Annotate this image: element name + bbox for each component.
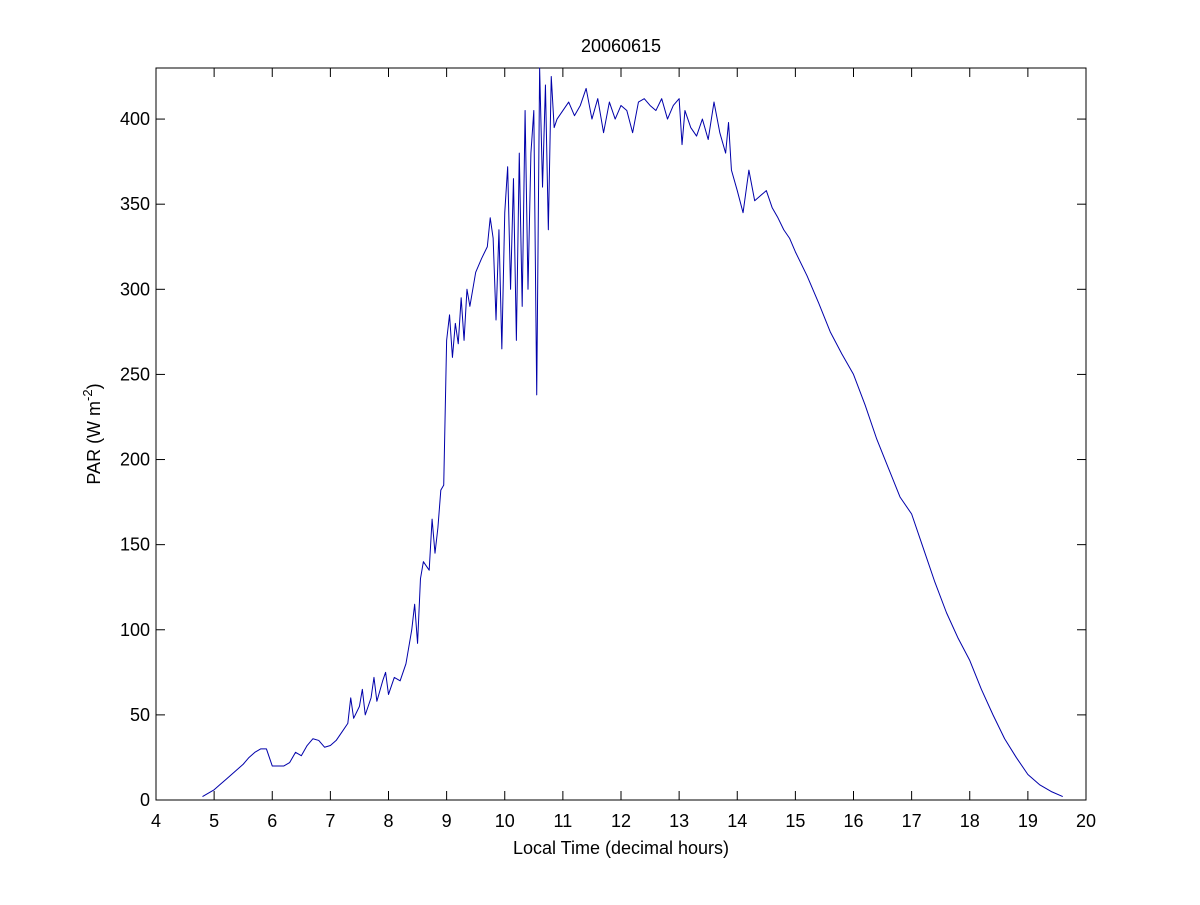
data-line — [202, 67, 1063, 798]
y-axis-label: PAR (W m-2) — [80, 383, 104, 484]
y-tick-label: 50 — [130, 705, 150, 725]
x-tick-label: 18 — [960, 811, 980, 831]
y-tick-label: 200 — [120, 450, 150, 470]
y-tick-label: 0 — [140, 790, 150, 810]
x-tick-label: 15 — [785, 811, 805, 831]
x-tick-label: 12 — [611, 811, 631, 831]
y-tick-label: 250 — [120, 364, 150, 384]
y-label-superscript: -2 — [80, 389, 95, 401]
x-axis-label: Local Time (decimal hours) — [513, 838, 729, 858]
x-tick-label: 13 — [669, 811, 689, 831]
x-tick-label: 6 — [267, 811, 277, 831]
x-tick-label: 4 — [151, 811, 161, 831]
x-tick-label: 8 — [383, 811, 393, 831]
y-tick-label: 100 — [120, 620, 150, 640]
x-tick-label: 16 — [843, 811, 863, 831]
x-tick-label: 17 — [902, 811, 922, 831]
x-tick-label: 10 — [495, 811, 515, 831]
x-tick-label: 20 — [1076, 811, 1096, 831]
x-tick-label: 14 — [727, 811, 747, 831]
x-tick-label: 11 — [554, 811, 573, 831]
y-tick-label: 150 — [120, 535, 150, 555]
x-tick-label: 7 — [325, 811, 335, 831]
y-tick-label: 350 — [120, 194, 150, 214]
y-label-suffix: ) — [84, 383, 104, 389]
y-label-text: PAR (W m — [84, 401, 104, 485]
y-tick-label: 400 — [120, 109, 150, 129]
chart-title: 20060615 — [581, 36, 661, 56]
y-tick-label: 300 — [120, 279, 150, 299]
x-tick-label: 9 — [442, 811, 452, 831]
x-tick-label: 19 — [1018, 811, 1038, 831]
x-tick-label: 5 — [209, 811, 219, 831]
